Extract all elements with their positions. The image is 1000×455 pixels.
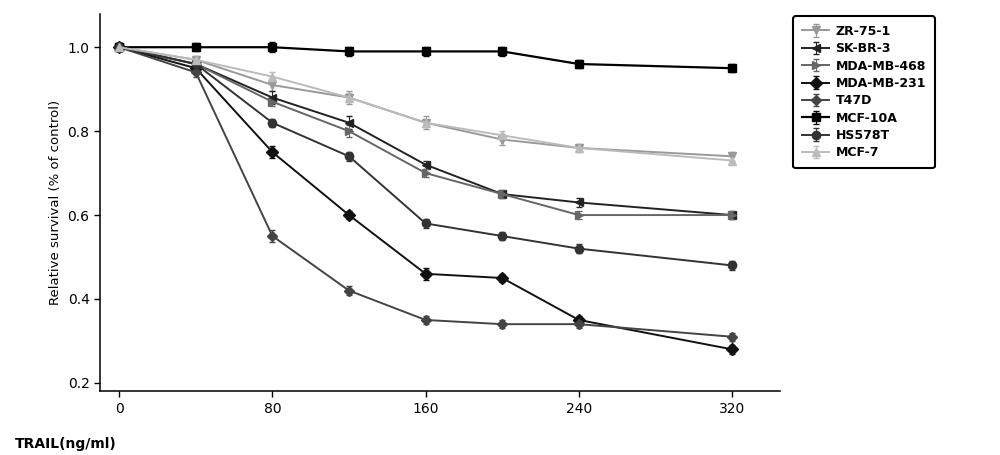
Y-axis label: Relative survival (% of control): Relative survival (% of control) xyxy=(49,100,62,305)
Legend: ZR-75-1, SK-BR-3, MDA-MB-468, MDA-MB-231, T47D, MCF-10A, HS578T, MCF-7: ZR-75-1, SK-BR-3, MDA-MB-468, MDA-MB-231… xyxy=(793,16,935,168)
X-axis label: TRAIL(ng/ml): TRAIL(ng/ml) xyxy=(15,437,117,450)
